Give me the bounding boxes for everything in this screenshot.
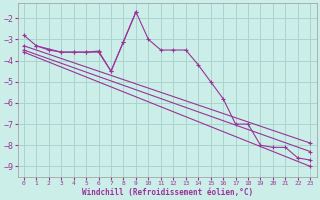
X-axis label: Windchill (Refroidissement éolien,°C): Windchill (Refroidissement éolien,°C) <box>82 188 253 197</box>
